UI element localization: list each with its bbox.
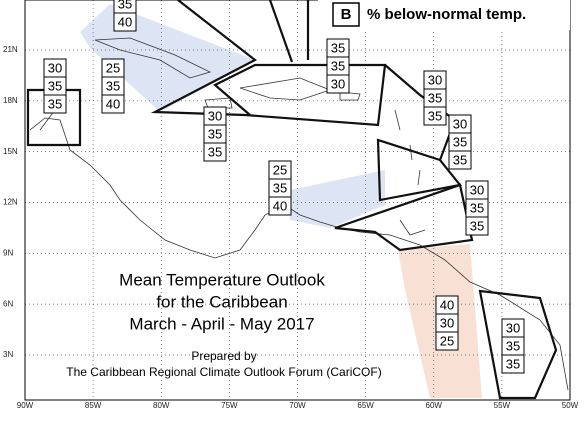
coastlines xyxy=(29,37,569,391)
lon-label: 80W xyxy=(153,401,170,410)
probability-value: 30 xyxy=(428,72,442,87)
lon-label: 65W xyxy=(357,401,374,410)
lon-label: 85W xyxy=(85,401,102,410)
lon-label: 90W xyxy=(17,401,34,410)
lat-label: 15N xyxy=(3,147,18,156)
probability-box xyxy=(423,106,447,126)
title: for the Caribbean xyxy=(156,292,287,311)
probability-value: 35 xyxy=(428,90,442,105)
lon-label: 55W xyxy=(494,401,511,410)
title: Mean Temperature Outlook xyxy=(119,270,325,289)
lon-label: 75W xyxy=(221,401,238,410)
legend-key: B xyxy=(341,6,352,23)
probability-box xyxy=(326,74,350,94)
probability-value: 35 xyxy=(118,0,132,11)
probability-value: 30 xyxy=(331,76,345,91)
lon-label: 60W xyxy=(426,401,443,410)
probability-value: 30 xyxy=(440,315,454,330)
credit: The Caribbean Regional Climate Outlook F… xyxy=(66,365,381,379)
probability-value: 35 xyxy=(208,126,222,141)
probability-value: 35 xyxy=(106,78,120,93)
probability-box xyxy=(435,331,459,351)
probability-value: 30 xyxy=(453,116,467,131)
probability-value: 30 xyxy=(48,60,62,75)
probability-value: 40 xyxy=(106,96,120,111)
probability-box xyxy=(113,12,137,32)
probability-value: 35 xyxy=(331,58,345,73)
probability-value: 35 xyxy=(208,144,222,159)
probability-value: 40 xyxy=(273,198,287,213)
lat-label: 3N xyxy=(3,350,13,359)
probability-value: 35 xyxy=(506,338,520,353)
legend-text: % below-normal temp. xyxy=(367,6,526,23)
probability-value: 35 xyxy=(428,108,442,123)
lat-label: 9N xyxy=(3,248,13,257)
probability-box xyxy=(268,196,292,216)
probability-value: 30 xyxy=(470,182,484,197)
lat-label: 12N xyxy=(3,198,18,207)
probability-value: 25 xyxy=(440,333,454,348)
probability-value: 35 xyxy=(273,180,287,195)
probability-value: 30 xyxy=(208,108,222,123)
lat-label: 6N xyxy=(3,299,13,308)
lat-label: 21N xyxy=(3,45,18,54)
probability-value: 25 xyxy=(273,162,287,177)
probability-value: 35 xyxy=(48,96,62,111)
probability-value: 40 xyxy=(440,297,454,312)
probability-value: 35 xyxy=(331,40,345,55)
credit: Prepared by xyxy=(191,349,256,363)
probability-value: 35 xyxy=(453,134,467,149)
lon-label: 70W xyxy=(289,401,306,410)
probability-box xyxy=(448,150,472,170)
title: March - April - May 2017 xyxy=(129,314,314,333)
probability-value: 35 xyxy=(470,218,484,233)
probability-value: 30 xyxy=(506,320,520,335)
probability-value: 40 xyxy=(118,14,132,29)
probability-value: 35 xyxy=(506,356,520,371)
lon-label: 50W xyxy=(562,401,579,410)
probability-value: 35 xyxy=(48,78,62,93)
probability-box xyxy=(203,142,227,162)
probability-box xyxy=(43,94,67,114)
probability-value: 35 xyxy=(453,152,467,167)
map-frame xyxy=(24,0,571,401)
lat-label: 18N xyxy=(3,96,18,105)
probability-box xyxy=(501,354,525,374)
grid xyxy=(25,0,570,400)
probability-value: 35 xyxy=(470,200,484,215)
legend: B % below-normal temp. xyxy=(318,0,570,30)
probability-box xyxy=(101,94,125,114)
probability-box xyxy=(465,216,489,236)
probability-value: 25 xyxy=(106,60,120,75)
